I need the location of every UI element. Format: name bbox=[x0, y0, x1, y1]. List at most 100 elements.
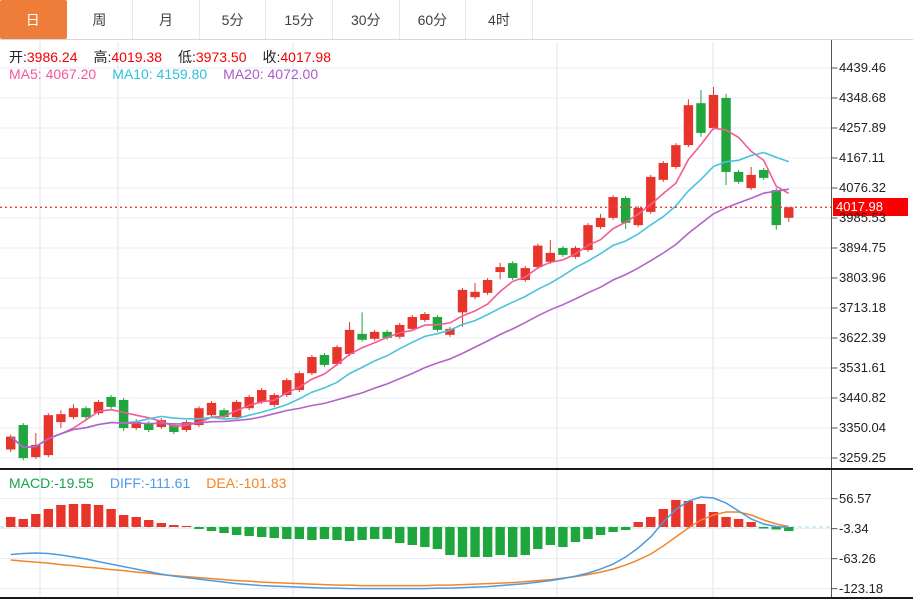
macd-bar bbox=[18, 518, 28, 527]
candle bbox=[658, 162, 668, 180]
macd-bar bbox=[784, 527, 794, 532]
ma5-line bbox=[10, 127, 790, 449]
macd-bar bbox=[131, 516, 141, 527]
tab-day[interactable]: 日 bbox=[0, 0, 67, 39]
macd-bar bbox=[344, 527, 355, 542]
macd-bar bbox=[181, 525, 192, 527]
macd-bar bbox=[646, 516, 656, 527]
pane-divider bbox=[0, 468, 913, 470]
candle bbox=[432, 316, 443, 330]
macd-bar bbox=[382, 527, 392, 540]
macd-bar bbox=[231, 527, 242, 536]
candle bbox=[683, 105, 694, 146]
candle bbox=[206, 402, 217, 416]
tab-4hour[interactable]: 4时 bbox=[466, 0, 533, 39]
macd-bar bbox=[545, 527, 556, 546]
macd-bar bbox=[633, 521, 643, 527]
macd-bar bbox=[696, 503, 706, 527]
macd-bar bbox=[495, 527, 505, 556]
tab-month[interactable]: 月 bbox=[133, 0, 200, 39]
candle bbox=[68, 408, 79, 418]
candle bbox=[43, 415, 54, 456]
main-candlestick-chart[interactable] bbox=[0, 40, 913, 468]
macd-bar bbox=[533, 527, 543, 550]
y-axis-tick-label: 3803.96 bbox=[839, 270, 886, 285]
candle bbox=[533, 245, 543, 268]
candle bbox=[118, 399, 129, 429]
macd-bar bbox=[570, 527, 581, 543]
candle bbox=[382, 331, 392, 338]
candle bbox=[583, 225, 593, 250]
candle bbox=[131, 422, 141, 429]
macd-bar bbox=[106, 508, 116, 527]
tab-15min[interactable]: 15分 bbox=[266, 0, 333, 39]
macd-chart[interactable] bbox=[0, 470, 913, 597]
candle bbox=[721, 97, 731, 172]
tab-60min[interactable]: 60分 bbox=[399, 0, 467, 39]
macd-bar bbox=[746, 521, 756, 527]
ma20-line bbox=[10, 188, 789, 449]
y-axis-tick-label: 3259.25 bbox=[839, 450, 886, 465]
macd-bar bbox=[194, 527, 204, 530]
macd-bar bbox=[56, 504, 66, 527]
macd-bar bbox=[420, 527, 430, 548]
macd-bar bbox=[470, 527, 480, 558]
candle bbox=[708, 94, 719, 128]
y-axis-tick-label: -3.34 bbox=[839, 520, 869, 536]
y-axis-tick-label: 4076.32 bbox=[839, 180, 886, 195]
y-axis-tick-label: 56.57 bbox=[839, 490, 872, 506]
candle bbox=[620, 198, 631, 223]
candle bbox=[671, 145, 681, 167]
macd-bar bbox=[118, 514, 129, 527]
y-axis-tick-label: 4439.46 bbox=[839, 60, 886, 75]
y-axis-tick-label: 3985.53 bbox=[839, 210, 886, 225]
macd-bar bbox=[269, 527, 279, 539]
candle bbox=[482, 279, 493, 293]
macd-bar bbox=[595, 527, 606, 536]
candle bbox=[18, 425, 28, 459]
candle bbox=[746, 174, 756, 189]
candle bbox=[81, 408, 91, 418]
macd-bar bbox=[257, 527, 267, 538]
candle bbox=[106, 396, 116, 407]
candle bbox=[307, 356, 317, 374]
y-axis-tick-label: 3440.82 bbox=[839, 390, 886, 405]
interval-tabbar: 日周月 5分 15分 30分 60分 4时 bbox=[0, 0, 913, 40]
macd-bar bbox=[558, 527, 568, 548]
candle bbox=[56, 414, 66, 423]
y-axis-tick-label: 3713.18 bbox=[839, 300, 886, 315]
y-axis-tick-label: -63.26 bbox=[839, 550, 876, 566]
candle bbox=[595, 217, 606, 228]
tab-5min[interactable]: 5分 bbox=[199, 0, 267, 39]
candle bbox=[784, 207, 794, 218]
candle bbox=[344, 329, 355, 355]
macd-bar bbox=[31, 513, 41, 527]
macd-bar bbox=[432, 527, 443, 550]
tab-week[interactable]: 周 bbox=[66, 0, 134, 39]
candle bbox=[495, 267, 505, 273]
candle bbox=[646, 176, 656, 212]
macd-bar bbox=[282, 527, 292, 540]
dea-line bbox=[10, 511, 789, 587]
macd-bar bbox=[759, 527, 769, 529]
macd-bar bbox=[81, 503, 91, 527]
macd-bar bbox=[206, 527, 217, 532]
macd-bar bbox=[407, 527, 417, 546]
candle bbox=[545, 252, 556, 262]
tab-30min[interactable]: 30分 bbox=[332, 0, 400, 39]
macd-bar bbox=[395, 527, 405, 544]
macd-bar bbox=[658, 508, 668, 527]
candles bbox=[6, 86, 794, 461]
candle bbox=[282, 380, 292, 395]
candle bbox=[93, 401, 104, 414]
macd-bar bbox=[608, 527, 618, 533]
macd-bar bbox=[332, 527, 342, 541]
macd-bar bbox=[307, 527, 317, 541]
macd-bar bbox=[6, 516, 16, 527]
y-axis-tick-label: 4167.11 bbox=[839, 150, 886, 165]
macd-bar bbox=[169, 524, 179, 527]
candle bbox=[759, 169, 769, 178]
main-gridlines bbox=[0, 42, 832, 468]
candle bbox=[608, 197, 618, 218]
candle bbox=[6, 436, 16, 450]
